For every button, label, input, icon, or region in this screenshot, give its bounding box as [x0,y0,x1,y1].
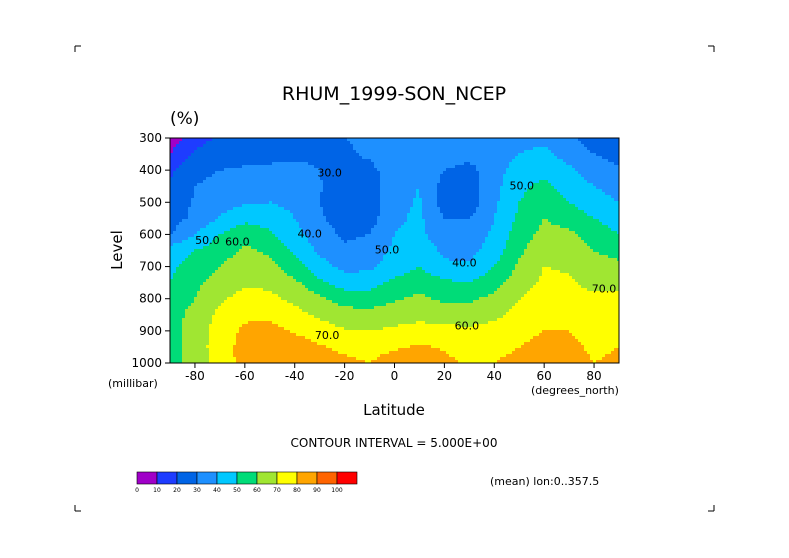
colorbar-tick-label: 30 [193,487,201,494]
plot-area: -80 -60 -40 -20 0 20 40 60 80 300 400 500 600 700 800 9… [131,131,620,383]
y-tick-label: 600 [139,227,162,241]
y-unit-label: (millibar) [108,377,158,390]
y-tick-label: 1000 [131,356,162,370]
colorbar-swatch [136,471,158,485]
colorbar: 0 10 20 30 40 50 60 70 80 90 100 [135,471,358,494]
contour-label: 70.0 [592,282,617,295]
x-tick-label: -40 [285,369,305,383]
colorbar-tick-label: 10 [153,487,161,494]
contour-label: 40.0 [452,257,477,270]
x-tick-label: 0 [391,369,399,383]
x-unit-label: (degrees_north) [531,384,619,397]
y-tick-label: 400 [139,163,162,177]
colorbar-swatch [196,471,218,485]
colorbar-swatch [296,471,318,485]
x-tick-label: -80 [185,369,205,383]
x-tick-label: 60 [537,369,552,383]
x-tick-label: 20 [437,369,452,383]
colorbar-tick-label: 40 [213,487,221,494]
chart-title: RHUM_1999-SON_NCEP [282,83,506,105]
contour-label: 70.0 [315,329,340,342]
x-axis-label: Latitude [363,401,425,419]
y-tick-label: 800 [139,292,162,306]
colorbar-tick-label: 60 [253,487,261,494]
colorbar-tick-label: 70 [273,487,281,494]
colorbar-swatch [176,471,198,485]
y-tick-label: 300 [139,131,162,145]
contour-label: 30.0 [317,167,342,180]
x-tick-label: 40 [487,369,502,383]
contour-label: 50.0 [509,179,534,192]
colorbar-swatch [156,471,178,485]
colorbar-swatch [216,471,238,485]
colorbar-tick-label: 100 [331,487,343,494]
crop-marks [74,45,715,512]
x-tick-label: 80 [586,369,601,383]
colorbar-tick-label: 90 [313,487,321,494]
contour-label: 60.0 [225,236,250,249]
contour-label: 50.0 [375,244,400,257]
units-label: (%) [170,109,199,129]
contour-label: 60.0 [455,319,480,332]
colorbar-tick-label: 50 [233,487,241,494]
y-axis-label: Level [108,230,126,270]
contour-fill [170,138,620,364]
y-tick-label: 500 [139,195,162,209]
x-tick-label: -60 [235,369,255,383]
contour-label: 50.0 [195,234,220,247]
colorbar-tick-label: 20 [173,487,181,494]
x-tick-label: -20 [335,369,355,383]
colorbar-tick-label: 80 [293,487,301,494]
y-tick-label: 700 [139,260,162,274]
y-tick-label: 900 [139,324,162,338]
colorbar-swatch [276,471,298,485]
colorbar-swatch [256,471,278,485]
colorbar-tick-label: 0 [135,487,139,494]
colorbar-swatch [236,471,258,485]
colorbar-swatch [316,471,338,485]
contour-label: 40.0 [297,228,322,241]
mean-text: (mean) lon:0..357.5 [490,475,599,488]
colorbar-swatch [336,471,358,485]
contour-interval-text: CONTOUR INTERVAL = 5.000E+00 [291,436,498,450]
